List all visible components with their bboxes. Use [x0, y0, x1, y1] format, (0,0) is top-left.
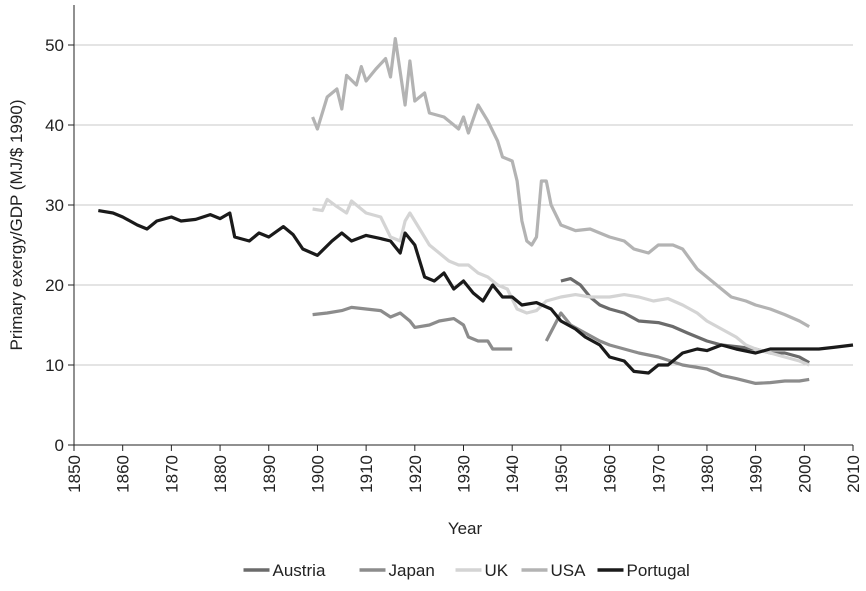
x-tick-label: 1890 [260, 455, 279, 493]
x-tick-label: 1990 [747, 455, 766, 493]
legend-label: USA [551, 561, 587, 580]
legend-label: Japan [389, 561, 435, 580]
x-tick-label: 1980 [698, 455, 717, 493]
x-tick-label: 1880 [211, 455, 230, 493]
y-tick-label: 10 [45, 356, 64, 375]
legend-label: UK [485, 561, 509, 580]
x-tick-label: 1920 [406, 455, 425, 493]
legend-label: Portugal [627, 561, 690, 580]
x-tick-label: 1930 [455, 455, 474, 493]
x-tick-label: 1910 [357, 455, 376, 493]
x-axis-label: Year [448, 519, 483, 538]
series-line [98, 209, 854, 375]
y-tick-label: 40 [45, 116, 64, 135]
y-tick-label: 30 [45, 196, 64, 215]
x-tick-label: 1870 [162, 455, 181, 493]
x-tick-label: 1970 [649, 455, 668, 493]
series-line [312, 197, 810, 367]
x-tick-label: 1960 [601, 455, 620, 493]
y-axis-label: Primary exergy/GDP (MJ/$ 1990) [7, 100, 26, 351]
x-tick-label: 1850 [65, 455, 84, 493]
x-tick-label: 1860 [114, 455, 133, 493]
x-tick-label: 1950 [552, 455, 571, 493]
y-tick-label: 50 [45, 36, 64, 55]
series-line [311, 37, 810, 328]
x-tick-label: 1940 [503, 455, 522, 493]
y-tick-label: 0 [55, 436, 64, 455]
x-tick-label: 1900 [308, 455, 327, 493]
legend-label: Austria [273, 561, 326, 580]
y-tick-label: 20 [45, 276, 64, 295]
x-tick-label: 2010 [844, 455, 863, 493]
x-tick-label: 2000 [795, 455, 814, 493]
